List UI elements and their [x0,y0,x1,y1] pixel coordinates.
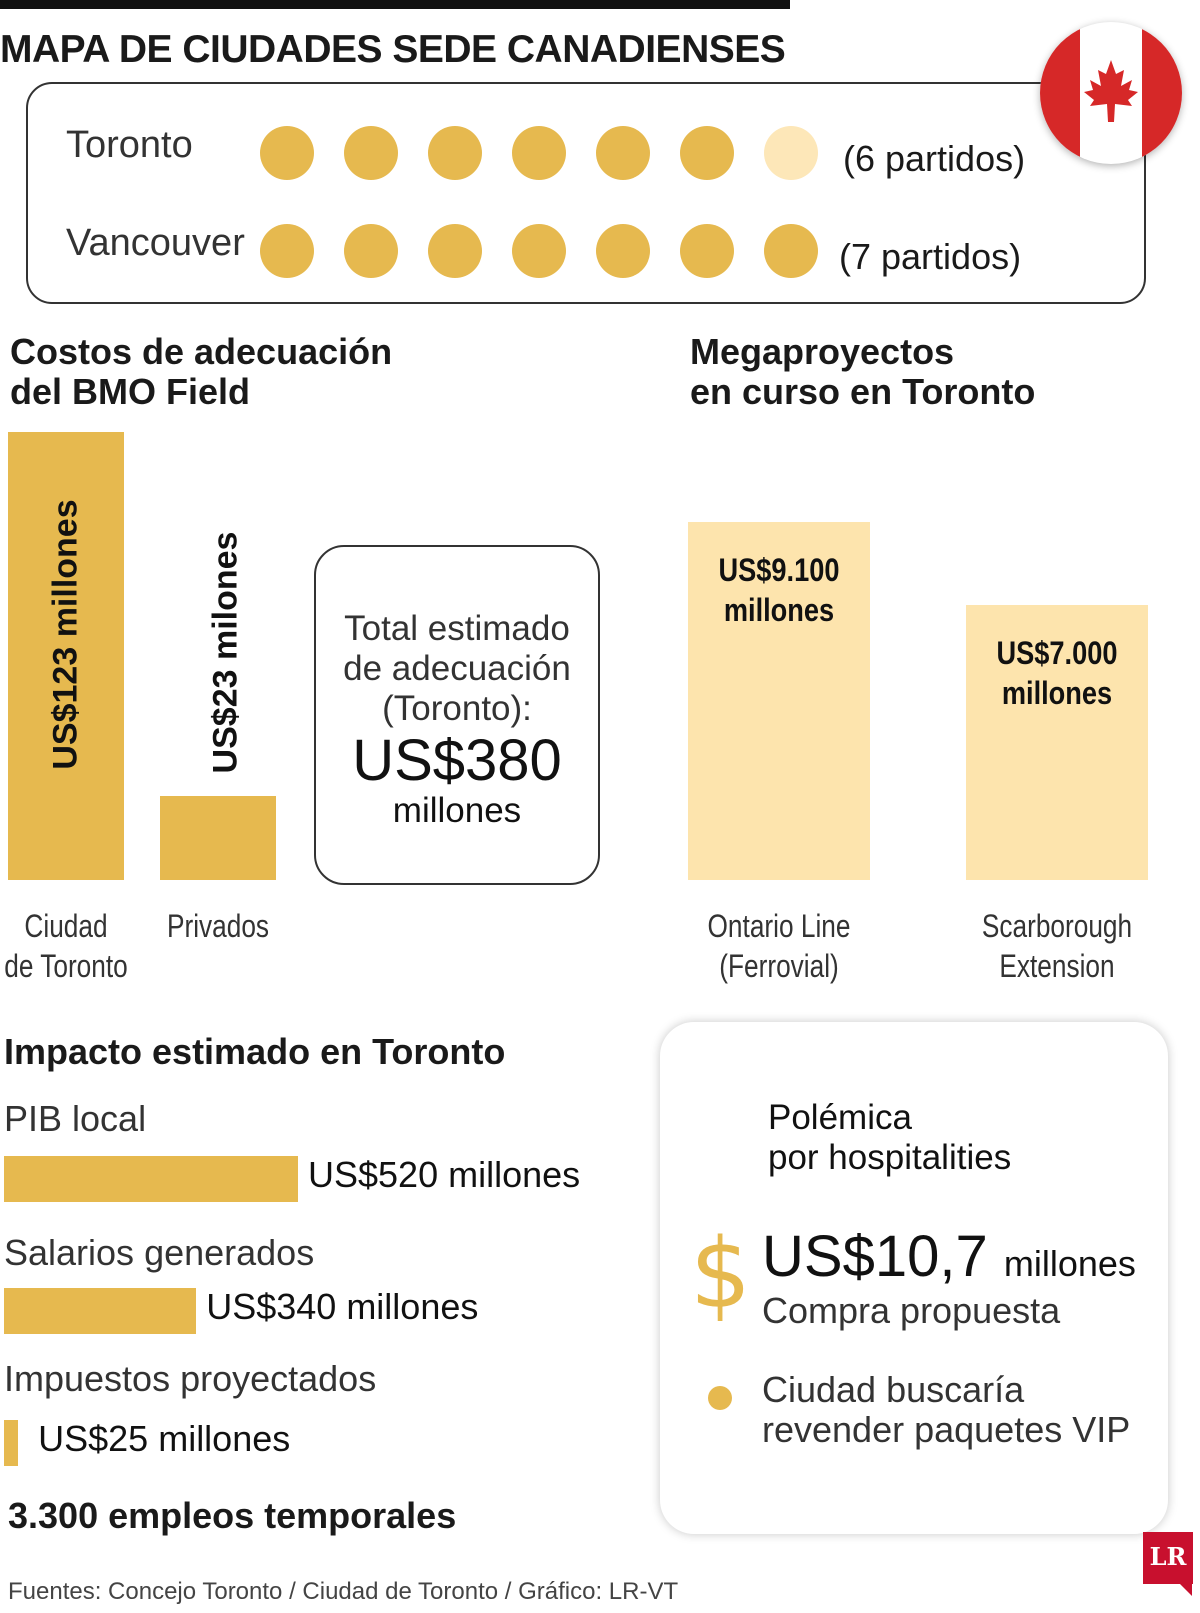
impact-value-label: US$25 millones [38,1418,291,1459]
city-label-vancouver: Vancouver [66,222,245,264]
match-dot [260,126,314,180]
bmo-value-label: US$23 milones [206,531,245,773]
hospitalities-title: Polémica por hospitalities [768,1098,1011,1178]
match-dot [512,126,566,180]
megaproject-category-line: Extension [999,948,1115,984]
match-count-toronto: (6 partidos) [843,138,1026,179]
hospitalities-note: Ciudad buscaría revender paquetes VIP [762,1370,1130,1450]
match-dot [260,224,314,278]
lr-logo-tail [1168,1582,1192,1596]
hospitalities-amount: US$10,7 [762,1224,988,1289]
bmo-title-line1: Costos de adecuación [10,331,393,372]
hospitalities-title-line2: por hospitalities [768,1138,1012,1177]
match-dot [596,224,650,278]
hospitalities-note-line2: revender paquetes VIP [762,1409,1131,1450]
megaproject-bar [688,522,870,880]
total-label-line3: (Toronto): [382,689,532,728]
total-label-line1: Total estimado [344,609,570,648]
dollar-sign-icon: $ [690,1218,752,1330]
canada-flag-icon [1040,22,1182,164]
impact-bar [4,1288,197,1334]
bmo-title-line2: del BMO Field [10,371,251,412]
bmo-title: Costos de adecuación del BMO Field [10,332,392,412]
match-dot [764,224,818,278]
bmo-category-label: Privados [146,906,290,946]
megaproject-value-line: millones [723,592,835,628]
megaprojects-title: Megaproyectos en curso en Toronto [690,332,1035,412]
megaproject-category-line: Ontario Line [707,908,851,944]
hospitalities-unit: millones [1003,1243,1136,1284]
host-matches-box [26,82,1146,304]
match-dot [596,126,650,180]
bmo-value-label: US$123 millones [46,498,85,770]
bmo-category-line: Ciudad [24,908,108,944]
bullet-dot [708,1386,732,1410]
megaprojects-title-line2: en curso en Toronto [690,371,1036,412]
impact-bar [4,1156,298,1202]
impact-title: Impacto estimado en Toronto [4,1031,506,1072]
match-dot [764,126,818,180]
total-label-line2: de adecuación [343,649,571,688]
bmo-bar [160,796,276,880]
match-dot [344,126,398,180]
megaproject-value-line: US$7.000 [996,634,1118,671]
megaproject-category-line: (Ferrovial) [719,948,839,984]
megaproject-category-line: Scarborough [981,908,1133,944]
match-dot [680,126,734,180]
megaproject-bar [966,604,1148,880]
hospitalities-value: US$10,7 millones [762,1226,1136,1295]
megaproject-value-label: US$7.000 millones [980,633,1135,713]
impact-category-label: PIB local [4,1098,147,1139]
match-count-vancouver: (7 partidos) [839,236,1022,277]
bmo-category-line: Privados [166,908,270,944]
megaproject-category-label: Ontario Line (Ferrovial) [680,906,878,986]
impact-bar [4,1420,19,1466]
total-unit: millones [392,791,522,830]
megaproject-value-line: US$9.100 [718,552,840,588]
bmo-bar [8,432,124,880]
megaprojects-title-line1: Megaproyectos [690,331,955,372]
impact-category-label: Salarios generados [4,1232,315,1273]
megaproject-category-label: Scarborough Extension [958,906,1156,986]
impact-value-label: US$520 millones [308,1154,581,1195]
match-dot [680,224,734,278]
megaproject-value-label: US$9.100 millones [702,550,857,630]
hospitalities-box [660,1022,1168,1534]
total-value: US$380 [352,728,562,793]
top-rule [0,0,790,9]
bmo-category-line: de Toronto [4,948,128,984]
temporary-jobs: 3.300 empleos temporales [8,1495,457,1536]
match-dot [344,224,398,278]
page-title: MAPA DE CIUDADES SEDE CANADIENSES [0,28,786,71]
source-note: Fuentes: Concejo Toronto / Ciudad de Tor… [8,1578,679,1605]
impact-category-label: Impuestos proyectados [4,1358,377,1399]
city-label-toronto: Toronto [66,124,193,166]
bmo-category-label: Ciudad de Toronto [0,906,138,986]
lr-logo: LR [1143,1532,1193,1584]
hospitalities-sub: Compra propuesta [762,1290,1061,1331]
hospitalities-note-line1: Ciudad buscaría [762,1369,1025,1410]
match-dot [428,126,482,180]
match-dot [428,224,482,278]
hospitalities-title-line1: Polémica [768,1098,912,1137]
total-estimate-box: Total estimado de adecuación (Toronto): … [314,545,600,885]
megaproject-value-line: millones [1001,674,1113,711]
match-dot [512,224,566,278]
impact-value-label: US$340 millones [206,1286,479,1327]
